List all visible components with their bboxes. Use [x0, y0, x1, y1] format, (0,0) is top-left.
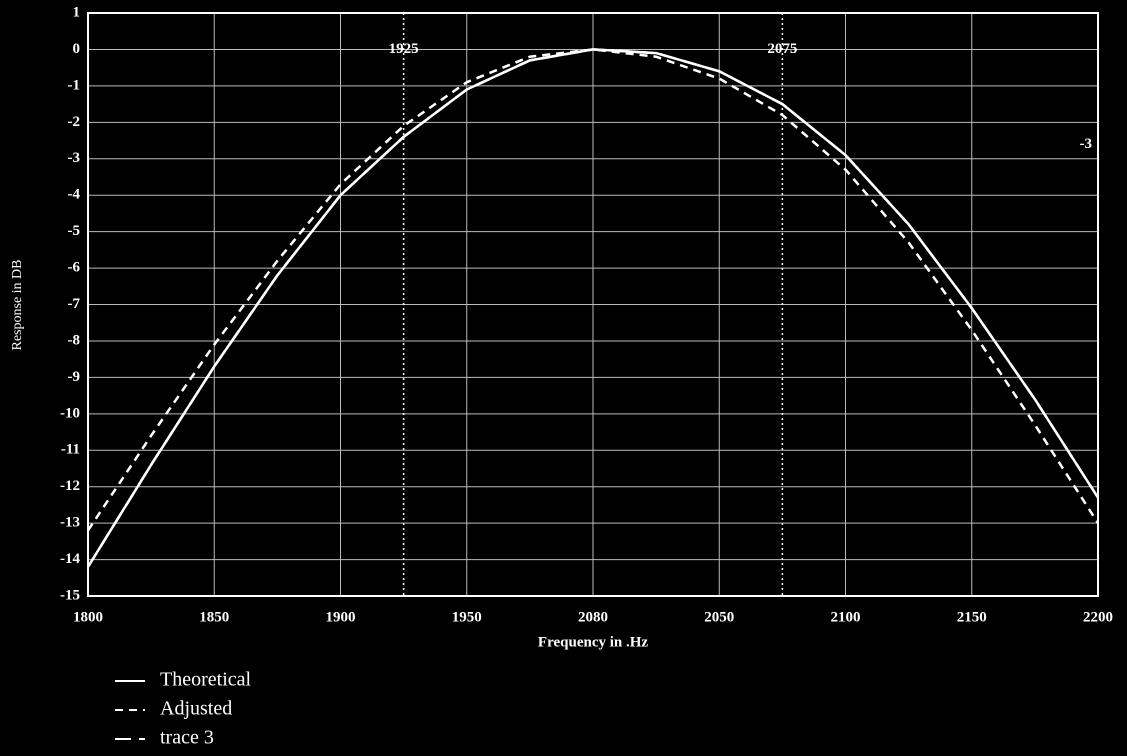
x-tick-label: 1850 [199, 609, 229, 625]
legend-label: trace 3 [160, 727, 214, 749]
annotation: -3 [1080, 136, 1093, 152]
x-tick-label: 1800 [73, 609, 103, 625]
y-tick-label: -9 [68, 369, 81, 385]
annotation: 2075 [767, 41, 797, 57]
y-tick-label: -12 [60, 478, 80, 494]
series-line [86, 48, 1100, 532]
x-tick-label: 2050 [704, 609, 734, 625]
y-tick-label: 1 [73, 4, 81, 20]
y-tick-label: -8 [68, 332, 81, 348]
x-tick-label: 2150 [957, 609, 987, 625]
annotation: 1925 [389, 41, 419, 57]
y-tick-label: -1 [68, 77, 81, 93]
x-tick-label: 1900 [326, 609, 356, 625]
plot-frame [87, 12, 1099, 597]
y-tick-label: -14 [60, 551, 80, 567]
y-tick-label: -4 [68, 187, 81, 203]
y-tick-label: 0 [73, 41, 81, 57]
x-axis-label: Frequency in .Hz [538, 634, 648, 650]
y-tick-label: -6 [68, 260, 81, 276]
legend-label: Theoretical [160, 669, 251, 691]
x-tick-label: 2080 [578, 609, 608, 625]
y-axis-label: Response in DB [10, 260, 25, 351]
y-tick-label: -11 [61, 442, 80, 458]
series-line [86, 48, 1100, 568]
y-tick-label: -10 [60, 405, 80, 421]
x-tick-label: 1950 [452, 609, 482, 625]
y-tick-label: -5 [68, 223, 81, 239]
y-tick-label: -3 [68, 150, 81, 166]
x-tick-label: 2200 [1083, 609, 1113, 625]
y-tick-label: -15 [60, 587, 80, 603]
y-tick-label: -7 [68, 296, 81, 312]
y-tick-label: -2 [68, 114, 81, 130]
legend-label: Adjusted [160, 698, 232, 720]
y-tick-label: -13 [60, 515, 80, 531]
x-tick-label: 2100 [831, 609, 861, 625]
